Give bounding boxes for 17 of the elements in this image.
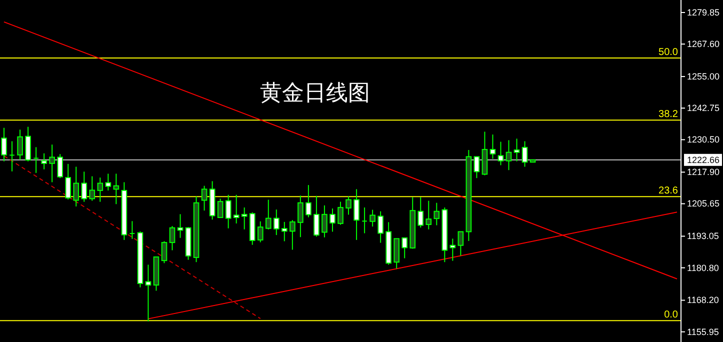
- annotation: 38.2: [658, 109, 678, 120]
- y-tick-label: 1242.75: [687, 103, 720, 114]
- y-tick-label: 1230.50: [687, 134, 720, 145]
- y-tick-label: 1279.85: [687, 8, 720, 18]
- annotation: 23.6: [658, 186, 678, 197]
- y-tick-label: 1217.90: [687, 167, 720, 178]
- annotation: 50.0: [658, 46, 678, 58]
- text: 黄金日线图: [260, 80, 370, 105]
- y-tick-label: 1155.95: [687, 326, 719, 337]
- annotation: 0.0: [664, 310, 678, 321]
- y-tick-label: 1168.20: [687, 295, 719, 306]
- y-tick-label: 1255.00: [687, 72, 720, 82]
- y-tick-label: 1193.05: [687, 231, 719, 242]
- y-tick-label: 1205.65: [687, 198, 720, 209]
- ref-line-label: 1222.66: [687, 154, 720, 165]
- y-tick-label: 1267.60: [687, 39, 720, 50]
- y-tick-label: 1180.80: [687, 262, 719, 273]
